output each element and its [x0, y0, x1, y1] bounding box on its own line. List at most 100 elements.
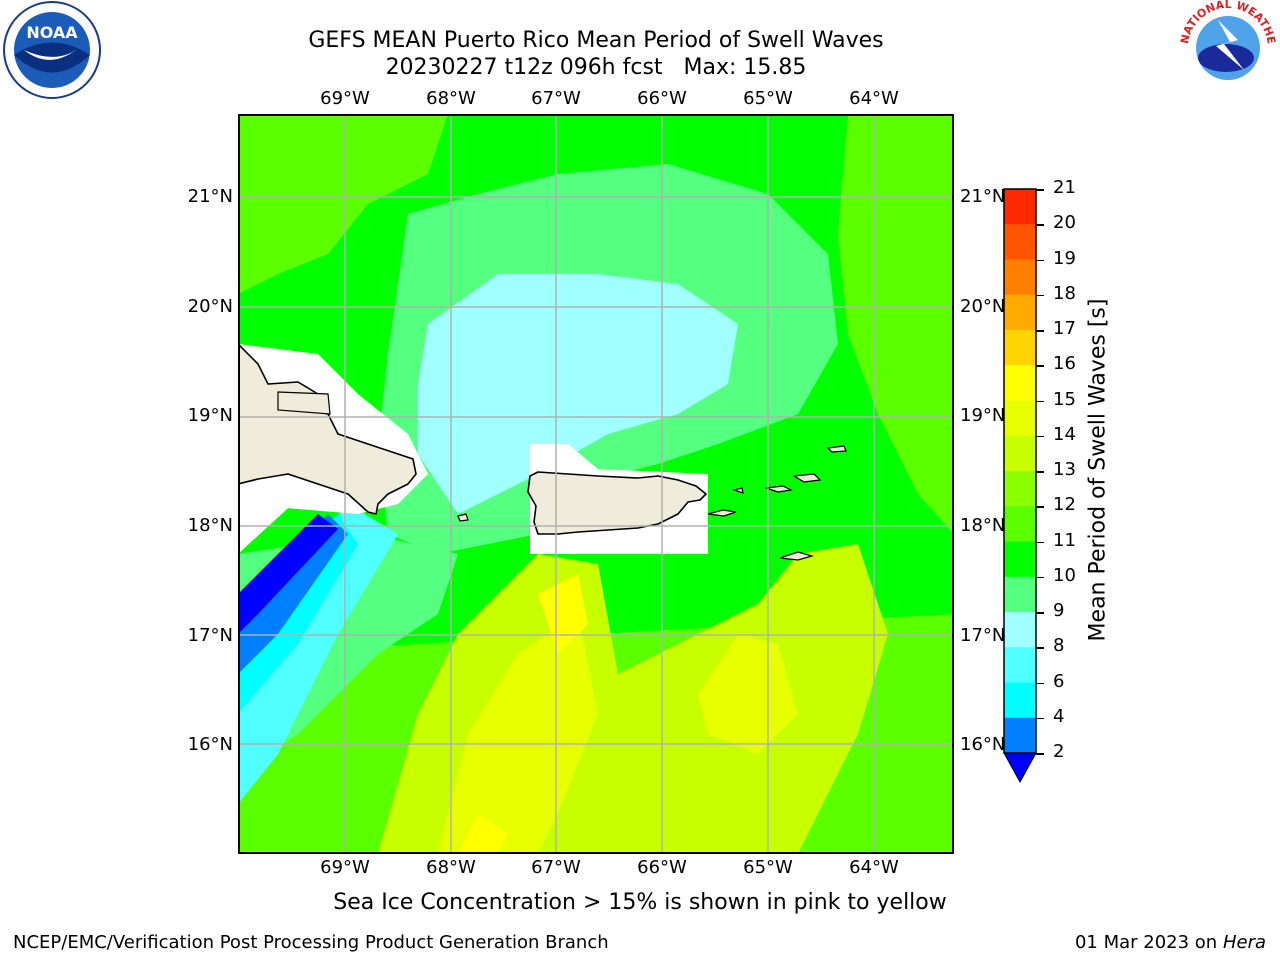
- colorbar-tick: [1036, 506, 1044, 508]
- lon-label-top: 69°W: [320, 88, 370, 109]
- grid-lines: [238, 114, 954, 854]
- colorbar-segment: [1004, 189, 1036, 225]
- colorbar-tick-label: 13: [1053, 459, 1076, 480]
- colorbar-tick: [1036, 717, 1044, 720]
- field-6-8: [238, 504, 398, 804]
- colorbar-label: Mean Period of Swell Waves [s]: [1085, 298, 1111, 642]
- colorbar-tick: [1036, 471, 1044, 473]
- land-vieques: [707, 509, 737, 517]
- colorbar-tick: [1036, 259, 1044, 261]
- colorbar-tick: [1036, 541, 1044, 543]
- colorbar-tick-label: 6: [1053, 670, 1065, 692]
- swell-period-map: [238, 114, 954, 854]
- colorbar-tick: [1036, 365, 1044, 367]
- colorbar-tick-label: 4: [1053, 705, 1065, 727]
- lon-label-top: 68°W: [426, 88, 476, 109]
- colorbar-tick-label: 9: [1053, 600, 1065, 621]
- lon-label-top: 66°W: [637, 88, 687, 109]
- max-value: Max: 15.85: [683, 55, 807, 80]
- colorbar-tick: [1036, 224, 1044, 226]
- field-11-12-west: [238, 114, 448, 294]
- land-st-croix: [779, 551, 815, 561]
- colorbar-tick-label: 8: [1053, 635, 1065, 657]
- field-13-14: [438, 614, 598, 854]
- field-2-4: [238, 514, 348, 674]
- colorbar-tick: [1036, 647, 1044, 649]
- colorbar-tick: [1036, 435, 1044, 438]
- machine-name: Hera: [1222, 932, 1266, 953]
- lat-label-right: 21°N: [960, 186, 1006, 207]
- colorbar-tick: [1036, 576, 1044, 579]
- colorbar-tick-label: 14: [1053, 423, 1076, 445]
- lat-label-right: 18°N: [960, 515, 1006, 536]
- colorbar-tick-label: 20: [1053, 212, 1076, 234]
- colorbar-tick-label: 11: [1053, 529, 1076, 551]
- lon-label-top: 67°W: [531, 88, 581, 109]
- lon-label-top: 65°W: [743, 88, 793, 109]
- lon-label-bottom: 67°W: [531, 857, 581, 878]
- colorbar-tick-label: 19: [1053, 247, 1076, 269]
- lat-label-left: 16°N: [187, 734, 233, 755]
- colorbar-segment: [1004, 717, 1036, 754]
- lon-label-bottom: 65°W: [743, 857, 793, 878]
- field-under-2: [238, 514, 338, 634]
- colorbar-segment: [1004, 330, 1036, 366]
- field-4-6: [238, 514, 358, 714]
- lon-label-top: 64°W: [849, 88, 899, 109]
- lon-label-bottom: 68°W: [426, 857, 476, 878]
- lat-label-left: 18°N: [187, 515, 233, 536]
- colorbar-segment: [1004, 471, 1036, 507]
- land-anegada: [826, 445, 847, 453]
- colorbar-tick-label: 17: [1053, 318, 1076, 339]
- noaa-logo: NOAA: [0, 0, 102, 102]
- chart-title: GEFS MEAN Puerto Rico Mean Period of Swe…: [308, 28, 884, 53]
- land-islet-1: [457, 513, 469, 522]
- colorbar-tick: [1036, 294, 1044, 297]
- colorbar-tick-label: 18: [1053, 282, 1076, 304]
- colorbar-extend-arrow: [1003, 752, 1037, 784]
- lat-label-right: 16°N: [960, 734, 1006, 755]
- colorbar: [1000, 186, 1040, 786]
- colorbar-tick-label: 12: [1053, 494, 1076, 516]
- field-14-15: [538, 574, 588, 654]
- colorbar-tick: [1036, 400, 1044, 402]
- colorbar-segment: [1004, 365, 1036, 401]
- lat-label-right: 20°N: [960, 296, 1006, 317]
- land-hispaniola: [238, 343, 417, 515]
- lat-label-left: 21°N: [187, 186, 233, 207]
- colorbar-segment: [1004, 506, 1036, 542]
- colorbar-segment: [1004, 259, 1036, 296]
- lon-label-bottom: 66°W: [637, 857, 687, 878]
- branch-credit: NCEP/EMC/Verification Post Processing Pr…: [13, 932, 609, 953]
- land-virgin-islands: [765, 485, 793, 493]
- lat-label-right: 19°N: [960, 405, 1006, 426]
- field-13-14-b: [698, 634, 798, 754]
- colorbar-tick: [1036, 612, 1044, 614]
- colorbar-segment: [1004, 435, 1036, 472]
- field-8-9: [418, 274, 738, 514]
- colorbar-segment: [1004, 541, 1036, 578]
- field-14-15-b: [458, 814, 508, 854]
- colorbar-segment: [1004, 294, 1036, 331]
- lon-label-bottom: 64°W: [849, 857, 899, 878]
- chart-subtitle: 20230227 t12z 096h fcst Max: 15.85: [0, 55, 1192, 81]
- colorbar-tick-label: 2: [1053, 741, 1065, 762]
- colorbar-tick: [1036, 753, 1044, 755]
- colorbar-tick-label: 15: [1053, 388, 1076, 410]
- sea-ice-note: Sea Ice Concentration > 15% is shown in …: [333, 890, 947, 915]
- land-islet-2: [731, 487, 744, 494]
- colorbar-tick: [1036, 682, 1044, 684]
- colorbar-segment: [1004, 400, 1036, 437]
- colorbar-segment: [1004, 576, 1036, 613]
- lat-label-left: 19°N: [187, 405, 233, 426]
- colorbar-segment: [1004, 612, 1036, 648]
- svg-text:NOAA: NOAA: [26, 23, 78, 42]
- colorbar-tick-label: 10: [1053, 564, 1076, 586]
- land-virgin-islands-2: [792, 473, 822, 483]
- field-11-12-east: [838, 114, 954, 534]
- lat-label-left: 17°N: [187, 625, 233, 646]
- issue-date: 01 Mar 2023 on Hera: [1074, 932, 1266, 953]
- colorbar-tick: [1036, 330, 1044, 332]
- colorbar-segment: [1004, 647, 1036, 683]
- colorbar-tick-label: 16: [1053, 353, 1076, 375]
